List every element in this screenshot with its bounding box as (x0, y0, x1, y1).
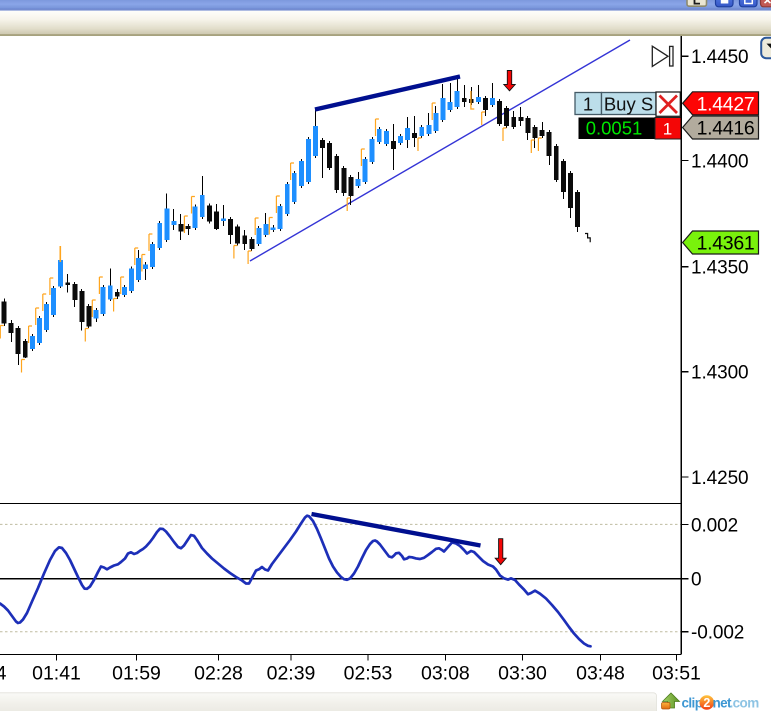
svg-text:03:30: 03:30 (498, 663, 547, 685)
svg-text:03:51: 03:51 (652, 663, 701, 685)
svg-text:2: 2 (703, 696, 710, 710)
svg-text:1.4450: 1.4450 (691, 47, 749, 68)
svg-text:1.4350: 1.4350 (691, 258, 749, 279)
svg-text:-0.002: -0.002 (691, 623, 744, 644)
svg-text:01:41: 01:41 (32, 663, 81, 685)
svg-text:02:39: 02:39 (267, 663, 316, 685)
svg-text:0: 0 (691, 570, 701, 591)
svg-text:03:48: 03:48 (576, 663, 625, 685)
svg-text:net: net (713, 695, 733, 710)
svg-text:.com: .com (730, 695, 760, 710)
svg-text:1: 1 (583, 93, 593, 114)
svg-text:1.4361: 1.4361 (697, 233, 755, 255)
svg-text:0.0051: 0.0051 (586, 118, 643, 139)
svg-text:1.4400: 1.4400 (691, 151, 749, 172)
svg-text:1.4300: 1.4300 (691, 363, 749, 384)
svg-text:01:59: 01:59 (112, 663, 161, 685)
svg-text:1.4427: 1.4427 (697, 93, 755, 115)
svg-text:1.4250: 1.4250 (691, 468, 749, 489)
svg-text:02:28: 02:28 (194, 663, 243, 685)
svg-text:1: 1 (663, 120, 672, 139)
svg-text:0.002: 0.002 (691, 515, 738, 536)
svg-text:1.4416: 1.4416 (697, 118, 755, 140)
svg-text:02:53: 02:53 (344, 663, 393, 685)
svg-text:4: 4 (0, 663, 7, 685)
svg-text:clip: clip (682, 695, 703, 710)
svg-text:03:08: 03:08 (421, 663, 470, 685)
svg-text:Buy S: Buy S (604, 93, 653, 114)
